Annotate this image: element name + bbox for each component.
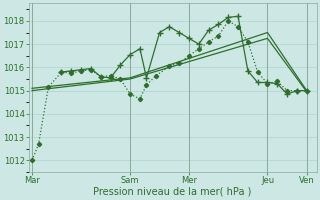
X-axis label: Pression niveau de la mer( hPa ): Pression niveau de la mer( hPa ) [93, 187, 252, 197]
